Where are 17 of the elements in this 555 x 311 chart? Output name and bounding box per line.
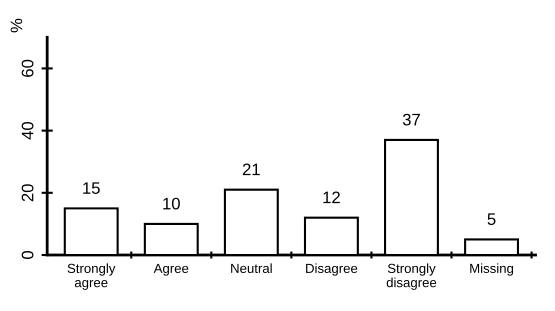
y-axis-title: % — [10, 18, 22, 32]
x-tick-label: Missing — [470, 263, 514, 276]
y-tick-label: 20 — [22, 184, 34, 202]
x-tick-label: Strongly disagree — [386, 263, 436, 290]
y-tick-label: 40 — [22, 122, 34, 140]
x-tick-label: Neutral — [231, 263, 272, 274]
data-label: 15 — [83, 182, 100, 194]
data-label: 10 — [163, 198, 180, 210]
x-tick-label: Strongly agree — [68, 263, 116, 290]
data-label: 37 — [402, 114, 420, 126]
y-tick-label: 60 — [22, 60, 34, 77]
y-tick-label: 0 — [22, 251, 34, 260]
data-label: 21 — [242, 164, 260, 176]
x-tick-label: Disagree — [306, 263, 358, 276]
x-tick-label: Agree — [154, 264, 188, 276]
data-label: 12 — [323, 191, 340, 204]
data-label: 5 — [488, 213, 496, 226]
